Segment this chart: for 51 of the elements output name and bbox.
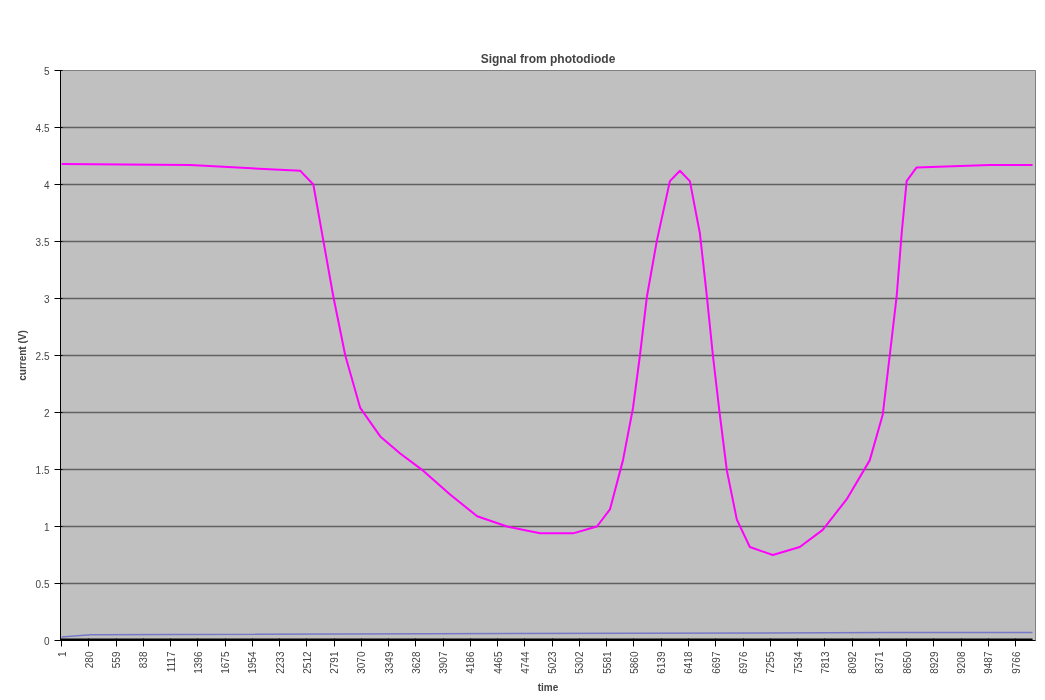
- x-tick-label: 7534: [792, 651, 804, 674]
- chart-title: Signal from photodiode: [480, 51, 616, 66]
- x-tick-label: 4186: [465, 651, 477, 674]
- x-tick-label: 5302: [574, 651, 586, 674]
- x-tick-label: 2512: [301, 651, 313, 674]
- y-tick-label: 2.5: [35, 350, 50, 362]
- x-tick-label: 5023: [547, 651, 559, 674]
- x-tick-label: 3907: [438, 651, 450, 674]
- x-tick-label: 838: [138, 651, 150, 669]
- y-axis-title: current (V): [16, 330, 28, 381]
- x-tick-label: 2791: [329, 651, 341, 674]
- x-tick-label: 1954: [247, 651, 259, 674]
- x-tick-label: 8929: [928, 651, 940, 674]
- line-series: [60, 162, 1034, 556]
- y-tick-label: 1: [43, 521, 50, 533]
- x-tick-label: 4744: [519, 651, 531, 674]
- x-tick-label: 8371: [874, 651, 886, 674]
- x-tick-label: 9208: [956, 651, 968, 674]
- x-tick-label: 4465: [492, 651, 504, 674]
- x-axis-title: time: [537, 681, 559, 693]
- x-tick-label: 6697: [710, 651, 722, 674]
- x-tick-label: 1675: [220, 651, 232, 674]
- y-tick-label: 3.5: [35, 236, 50, 248]
- x-tick-label: 9487: [983, 651, 995, 674]
- x-tick-label: 3349: [383, 651, 395, 674]
- y-tick-label: 4: [43, 179, 50, 191]
- x-tick-label: 559: [111, 651, 123, 669]
- x-tick-label: 3628: [410, 651, 422, 674]
- x-tick-label: 8092: [847, 651, 859, 674]
- x-tick-label: 280: [83, 651, 95, 669]
- x-tick-label: 6418: [683, 651, 695, 674]
- y-tick-label: 0.5: [35, 578, 50, 590]
- x-tick-label: 9766: [1010, 651, 1022, 674]
- x-tick-label: 3070: [356, 651, 368, 674]
- x-tick-label: 1: [56, 651, 68, 658]
- x-tick-label: 1117: [165, 651, 177, 673]
- y-tick-label: 2: [43, 407, 50, 419]
- y-tick-label: 5: [43, 65, 50, 77]
- y-tick-label: 4.5: [35, 122, 50, 134]
- y-tick-label: 3: [43, 293, 50, 305]
- x-tick-label: 5581: [601, 651, 613, 674]
- x-tick-label: 6139: [656, 651, 668, 674]
- x-tick-label: 7813: [819, 651, 831, 674]
- y-tick-label: 1.5: [35, 464, 50, 476]
- x-tick-label: 5860: [628, 651, 640, 674]
- x-tick-label: 1396: [192, 651, 204, 674]
- x-tick-label: 2233: [274, 651, 286, 674]
- x-tick-label: 6976: [738, 651, 749, 674]
- y-tick-label: 0: [43, 635, 50, 647]
- x-tick-label: 8650: [901, 651, 913, 674]
- x-tick-label: 7255: [765, 651, 777, 674]
